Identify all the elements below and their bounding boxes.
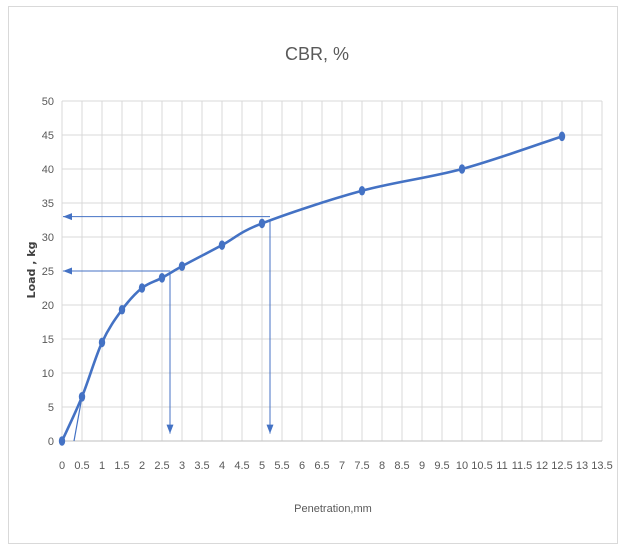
y-tick-label: 10 bbox=[42, 368, 54, 380]
x-tick-label: 13 bbox=[576, 460, 588, 472]
x-tick-label: 4.5 bbox=[234, 460, 249, 472]
y-tick-label: 5 bbox=[48, 402, 54, 414]
correction-line bbox=[73, 396, 83, 442]
x-tick-label: 7.5 bbox=[354, 460, 369, 472]
x-tick-label: 1 bbox=[99, 460, 105, 472]
x-tick-label: 9 bbox=[419, 460, 425, 472]
y-axis-label: Load , kg bbox=[25, 242, 38, 299]
arrowhead bbox=[166, 424, 174, 434]
x-tick-label: 2 bbox=[139, 460, 145, 472]
plot-area bbox=[58, 131, 566, 446]
y-tick-label: 25 bbox=[42, 266, 54, 278]
x-tick-label: 11.5 bbox=[512, 460, 533, 472]
x-tick-label: 0 bbox=[59, 460, 65, 472]
data-point bbox=[258, 218, 266, 229]
x-tick-label: 9.5 bbox=[434, 460, 449, 472]
data-point bbox=[138, 283, 146, 293]
x-tick-label: 4 bbox=[219, 460, 225, 472]
y-tick-label: 40 bbox=[42, 164, 54, 176]
data-point bbox=[218, 240, 226, 250]
data-point bbox=[458, 164, 466, 174]
x-tick-label: 1.5 bbox=[114, 460, 129, 472]
y-tick-label: 45 bbox=[42, 130, 54, 142]
y-tick-label: 20 bbox=[42, 300, 54, 312]
data-point bbox=[558, 131, 566, 142]
x-tick-label: 10.5 bbox=[471, 460, 492, 472]
x-tick-label: 13.5 bbox=[591, 460, 612, 472]
x-tick-label: 5.5 bbox=[274, 460, 289, 472]
arrowhead bbox=[266, 424, 274, 434]
x-tick-label: 0.5 bbox=[74, 460, 89, 472]
x-axis-ticks: 0 0.5 1 1.5 2 2.5 3 3.5 4 4.5 5 5.5 6 6.5 7 7.5 8 8.5 9 9.5… bbox=[59, 460, 613, 472]
x-tick-label: 12.5 bbox=[551, 460, 572, 472]
x-tick-label: 10 bbox=[456, 460, 468, 472]
x-tick-label: 7 bbox=[339, 460, 345, 472]
y-tick-label: 30 bbox=[42, 232, 54, 244]
data-point bbox=[358, 185, 366, 196]
annotations bbox=[63, 213, 274, 434]
x-tick-label: 8.5 bbox=[394, 460, 409, 472]
data-point bbox=[158, 273, 166, 283]
x-tick-label: 5 bbox=[259, 460, 265, 472]
x-tick-label: 6 bbox=[299, 460, 305, 472]
x-tick-label: 3 bbox=[179, 460, 185, 472]
arrowhead bbox=[63, 213, 72, 221]
y-axis-ticks: 0 5 10 15 20 25 30 35 40 45 50 bbox=[42, 96, 54, 448]
x-tick-label: 6.5 bbox=[314, 460, 329, 472]
x-tick-label: 12 bbox=[536, 460, 548, 472]
data-point bbox=[118, 304, 126, 315]
grid bbox=[61, 100, 603, 442]
series-line bbox=[60, 135, 563, 442]
chart-title: CBR, % bbox=[285, 44, 349, 64]
x-tick-label: 8 bbox=[379, 460, 385, 472]
y-tick-label: 15 bbox=[42, 334, 54, 346]
chart-frame bbox=[8, 6, 618, 544]
y-tick-label: 0 bbox=[48, 436, 54, 448]
data-point bbox=[178, 261, 186, 272]
data-point bbox=[58, 436, 66, 446]
y-tick-label: 50 bbox=[42, 96, 54, 108]
data-point bbox=[78, 392, 86, 402]
data-point bbox=[98, 337, 106, 348]
x-tick-label: 3.5 bbox=[194, 460, 209, 472]
x-tick-label: 11 bbox=[496, 460, 507, 472]
x-tick-label: 2.5 bbox=[154, 460, 169, 472]
arrowhead bbox=[63, 267, 72, 275]
x-axis-label: Penetration,mm bbox=[294, 503, 372, 515]
y-tick-label: 35 bbox=[42, 198, 54, 210]
